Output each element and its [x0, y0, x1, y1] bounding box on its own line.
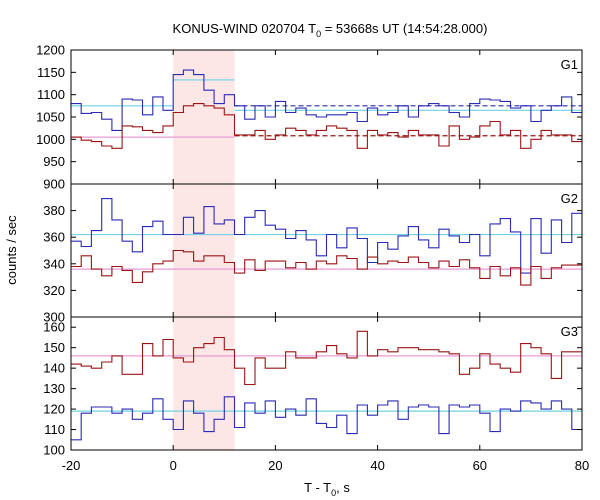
- y-tick-label: 150: [43, 340, 65, 355]
- panel-label: G2: [561, 191, 578, 206]
- series-red: [71, 249, 582, 286]
- x-tick-label: -20: [62, 458, 81, 473]
- y-tick-label: 950: [43, 154, 65, 169]
- series-blue: [71, 396, 582, 441]
- x-tick-label: 0: [170, 458, 177, 473]
- y-tick-label: 1000: [36, 132, 65, 147]
- panel-label: G3: [561, 324, 578, 339]
- panels: 90095010001050110011501200G1300320340360…: [36, 43, 589, 474]
- x-tick-label: 80: [575, 458, 589, 473]
- y-tick-label: 900: [43, 177, 65, 192]
- chart-title: KONUS-WIND 020704 T0 = 53668s UT (14:54:…: [173, 21, 488, 39]
- series-red: [71, 103, 582, 149]
- y-tick-label: 120: [43, 402, 65, 417]
- y-tick-label: 340: [43, 256, 65, 271]
- y-tick-label: 320: [43, 283, 65, 298]
- series-blue: [71, 69, 582, 131]
- y-tick-label: 110: [44, 422, 65, 437]
- panel-g1: 900 950 1000 1050 1100 1150 1200 G1: [36, 43, 583, 192]
- y-tick-label: 160: [43, 320, 65, 335]
- panel-label: G1: [561, 57, 578, 72]
- x-axis-title: T - T0, s: [304, 480, 350, 498]
- y-tick-label: 1050: [36, 110, 65, 125]
- panel-frame: [70, 316, 583, 451]
- panel-g2: 300 320 340 360 380 G2: [43, 183, 583, 325]
- x-tick-label: 40: [370, 458, 384, 473]
- y-tick-label: 100: [43, 443, 65, 458]
- series-red: [71, 330, 582, 386]
- y-tick-label: 130: [43, 381, 65, 396]
- y-tick-label: 300: [43, 310, 65, 325]
- x-tick-label: 60: [473, 458, 487, 473]
- y-tick-label: 380: [43, 203, 65, 218]
- series-blue: [71, 198, 582, 274]
- y-tick-label: 1150: [37, 65, 65, 80]
- y-tick-label: 1100: [37, 87, 65, 102]
- panel-g3: 100 110 120 130 140 150 160 G3: [43, 316, 583, 458]
- y-tick-label: 1200: [36, 43, 65, 58]
- x-tick-label: 20: [268, 458, 282, 473]
- y-tick-label: 140: [43, 361, 65, 376]
- y-tick-label: 360: [43, 230, 65, 245]
- highlight-band: [173, 50, 235, 184]
- y-axis-title: counts / sec: [4, 215, 19, 285]
